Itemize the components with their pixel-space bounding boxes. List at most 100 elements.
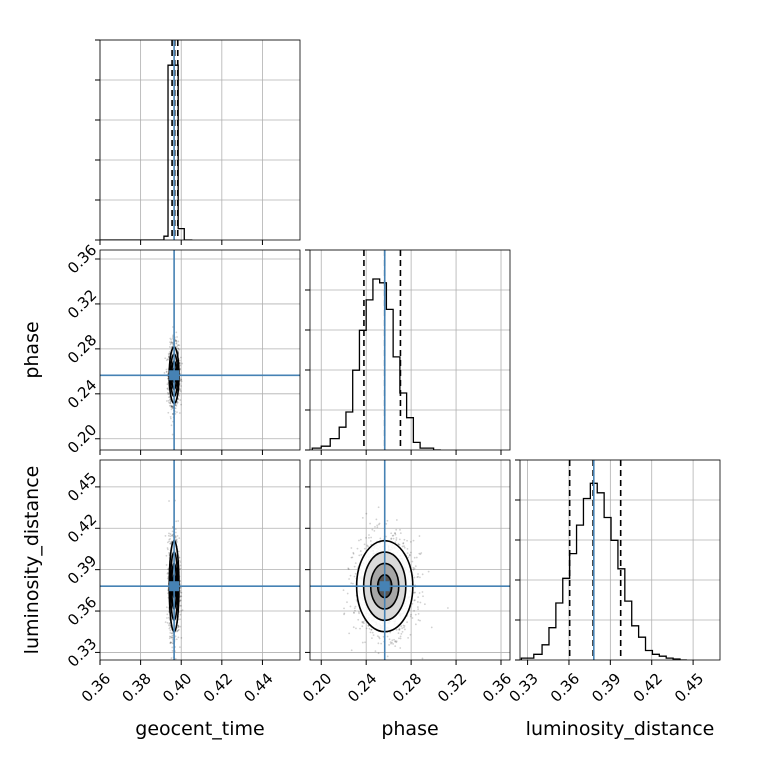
sample-point xyxy=(391,641,393,644)
sample-point xyxy=(179,591,182,594)
sample-point xyxy=(166,577,169,580)
sample-point xyxy=(175,404,178,407)
sample-point xyxy=(347,568,350,570)
sample-point xyxy=(367,624,370,627)
sample-point xyxy=(417,575,420,578)
sample-point xyxy=(391,534,394,537)
sample-point xyxy=(398,627,401,630)
sample-point xyxy=(166,613,169,616)
sample-point xyxy=(166,617,168,619)
sample-point xyxy=(178,412,181,414)
sample-point xyxy=(368,534,370,536)
sample-point xyxy=(179,599,182,602)
sample-point xyxy=(370,536,373,539)
sample-point xyxy=(342,589,345,592)
scatter-panel-phase-vs-luminosity-distance xyxy=(309,459,511,661)
sample-point xyxy=(171,646,174,649)
sample-point xyxy=(371,637,373,640)
sample-point xyxy=(171,642,174,644)
sample-point xyxy=(177,626,180,628)
sample-point xyxy=(174,339,177,342)
y-label-luminosity-distance: luminosity_distance xyxy=(21,466,43,655)
sample-point xyxy=(386,519,389,522)
sample-point xyxy=(180,378,183,381)
sample-point xyxy=(406,552,409,555)
sample-point xyxy=(343,613,345,616)
sample-point xyxy=(352,611,355,614)
sample-point xyxy=(179,618,181,621)
sample-point xyxy=(171,637,174,639)
sample-point xyxy=(168,500,170,502)
sample-point xyxy=(398,538,401,541)
sample-point xyxy=(348,632,351,635)
sample-point xyxy=(403,538,406,541)
x-label-phase: phase xyxy=(381,718,438,740)
sample-point xyxy=(167,352,170,355)
sample-point xyxy=(177,624,180,627)
sample-point xyxy=(409,633,412,636)
sample-point xyxy=(177,401,179,404)
sample-point xyxy=(170,632,173,635)
sample-point xyxy=(370,628,373,631)
sample-point xyxy=(174,404,177,407)
sample-point xyxy=(178,344,181,347)
sample-point xyxy=(392,534,395,537)
sample-point xyxy=(366,544,369,547)
sample-point xyxy=(399,647,402,649)
sample-point xyxy=(419,601,422,604)
sample-point xyxy=(353,607,356,610)
sample-point xyxy=(357,611,360,613)
sample-point xyxy=(414,613,417,616)
sample-point xyxy=(171,526,174,528)
sample-point xyxy=(166,387,169,390)
sample-point xyxy=(167,399,170,402)
sample-point xyxy=(180,595,183,598)
sample-point xyxy=(377,652,380,655)
sample-point xyxy=(421,591,424,593)
panel-frame xyxy=(99,459,301,661)
sample-point xyxy=(168,538,171,541)
sample-point xyxy=(170,540,173,543)
sample-point xyxy=(361,625,364,628)
sample-point xyxy=(164,535,167,537)
sample-point xyxy=(369,540,372,542)
sample-point xyxy=(371,528,374,531)
sample-point xyxy=(168,396,171,399)
panel-content xyxy=(100,460,300,660)
sample-point xyxy=(169,626,171,629)
sample-point xyxy=(167,411,170,414)
sample-point xyxy=(350,547,353,549)
sample-point xyxy=(181,609,184,612)
sample-point xyxy=(371,631,374,634)
sample-point xyxy=(423,603,426,606)
sample-point xyxy=(412,539,415,542)
sample-point xyxy=(171,412,174,415)
sample-point xyxy=(350,582,353,585)
sample-point xyxy=(179,604,182,607)
sample-point xyxy=(359,550,362,552)
sample-point xyxy=(359,538,362,541)
sample-point xyxy=(377,642,380,645)
sample-point xyxy=(179,364,182,367)
sample-point xyxy=(400,632,403,635)
sample-point xyxy=(417,619,420,621)
sample-point xyxy=(386,635,389,638)
sample-point xyxy=(177,629,180,632)
sample-point xyxy=(166,541,169,544)
sample-point xyxy=(167,548,169,551)
sample-point xyxy=(179,388,181,391)
sample-point xyxy=(377,523,380,526)
sample-point xyxy=(176,344,179,347)
sample-point xyxy=(348,578,350,580)
sample-point xyxy=(171,341,173,344)
sample-point xyxy=(175,331,178,334)
sample-point xyxy=(343,612,346,615)
sample-point xyxy=(175,638,178,641)
sample-point xyxy=(180,403,182,406)
sample-point xyxy=(446,607,449,609)
sample-point xyxy=(165,400,168,402)
sample-point xyxy=(352,552,355,555)
sample-point xyxy=(169,635,172,638)
sample-point xyxy=(165,554,168,557)
sample-point xyxy=(413,576,416,579)
